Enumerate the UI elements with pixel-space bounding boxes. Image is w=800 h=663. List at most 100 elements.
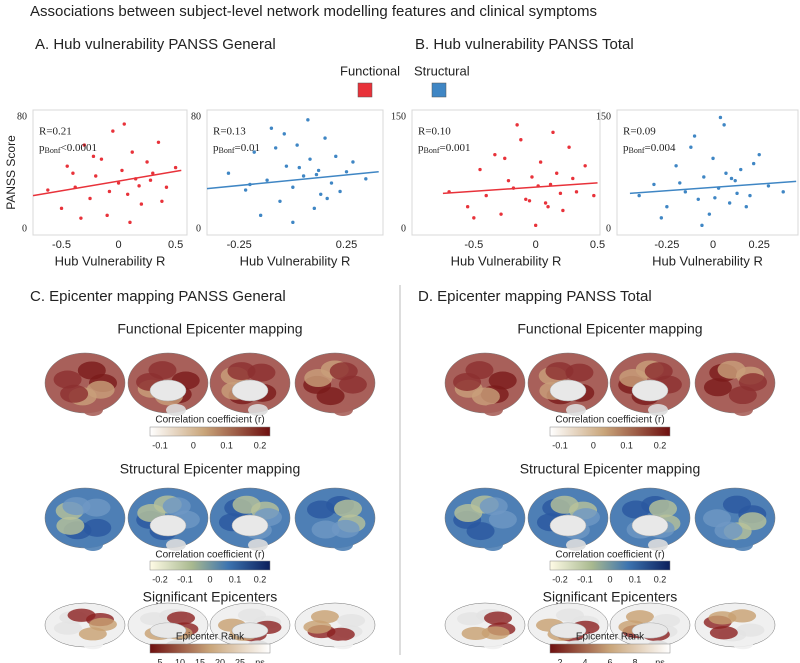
x-axis-label: Hub Vulnerability R [55,253,166,268]
brain-region [167,611,196,625]
p-value: =0.004 [645,142,676,154]
x-tick-label: 0.5 [168,239,183,251]
brain-region [303,620,332,634]
colorbar [149,560,271,571]
brain-region [306,500,335,519]
brain-region [471,387,500,406]
brain-region [453,372,482,391]
brainstem [83,640,103,650]
x-tick-label: 0.25 [336,239,357,251]
colorbar [149,643,271,654]
point [674,164,678,168]
point [71,171,75,175]
brain-region [162,497,191,516]
point [329,181,334,185]
colorbar-label: Epicenter Rank [176,632,245,643]
point [65,164,69,168]
colorbar-label: Correlation coefficient (r) [555,550,664,561]
brain-region [311,520,340,539]
point [729,176,734,181]
point [351,160,355,164]
brain-region [550,495,579,514]
medial-wall [631,514,669,537]
brain [609,602,691,650]
section-title: Significant Epicenters [143,589,278,605]
point [548,182,553,187]
point [139,202,144,206]
brain-surface [44,487,126,549]
section-title: Structural Epicenter mapping [520,461,701,477]
legend-swatch [431,82,447,98]
point [652,182,656,187]
medial-wall [149,622,187,639]
colorbar-tick: 0.1 [229,574,242,584]
brain-region [329,362,358,381]
medial-wall [631,379,669,402]
point [314,172,319,177]
trend-line [629,180,797,195]
point [291,220,295,225]
brain-region [736,623,765,637]
p-symbol: p [213,142,219,154]
brain-region [644,362,673,381]
brain-region [77,361,106,380]
point [88,196,92,201]
point [297,165,301,170]
p-symbol: p [418,142,424,154]
brain-region [649,499,678,518]
brain-region [88,617,117,631]
brain-region [53,621,82,635]
brain-region [62,497,91,516]
brain-region [625,610,654,624]
brain-region [139,612,168,626]
point [269,126,274,130]
point [338,189,342,194]
colorbar-tick: 2 [557,657,562,663]
brain-region [227,362,256,381]
point [567,145,571,149]
brainstem [648,539,668,551]
brainstem [333,539,353,551]
point [120,168,124,173]
brain-region [337,613,366,628]
brain [209,487,291,551]
point [722,123,726,127]
brain-region [488,371,517,390]
point [637,193,641,198]
point [325,196,329,201]
brain [694,352,776,416]
colorbar-tick: 0.1 [220,440,233,450]
brain [444,352,526,416]
brain-region [481,626,510,640]
colorbar-tick: 0 [607,574,612,584]
plot-frame [411,109,601,236]
point [689,145,693,149]
colorbar-tick: 15 [195,657,205,663]
y-tick-label: 0 [22,224,27,235]
colorbar-tick: 0.2 [654,574,667,584]
point [478,167,482,172]
colorbar-tick: 0.1 [620,440,633,450]
y-tick-label: 0 [606,223,611,234]
point [319,192,323,196]
point [592,193,596,198]
point [301,174,306,178]
point [571,176,575,181]
colorbar [549,426,671,437]
brain-region [738,373,767,392]
point [751,161,756,166]
point [713,196,717,200]
point [748,193,752,198]
x-tick-label: -0.5 [52,239,71,251]
legend-label: Functional [340,63,400,78]
point [551,130,555,135]
point [733,178,737,183]
medial-wall [549,379,587,402]
point [683,190,688,194]
point [711,156,715,161]
point [702,175,706,179]
brain-region [479,497,508,516]
x-axis-label: Hub Vulnerability R [652,253,763,268]
p-subscript: Bonf [629,146,645,155]
